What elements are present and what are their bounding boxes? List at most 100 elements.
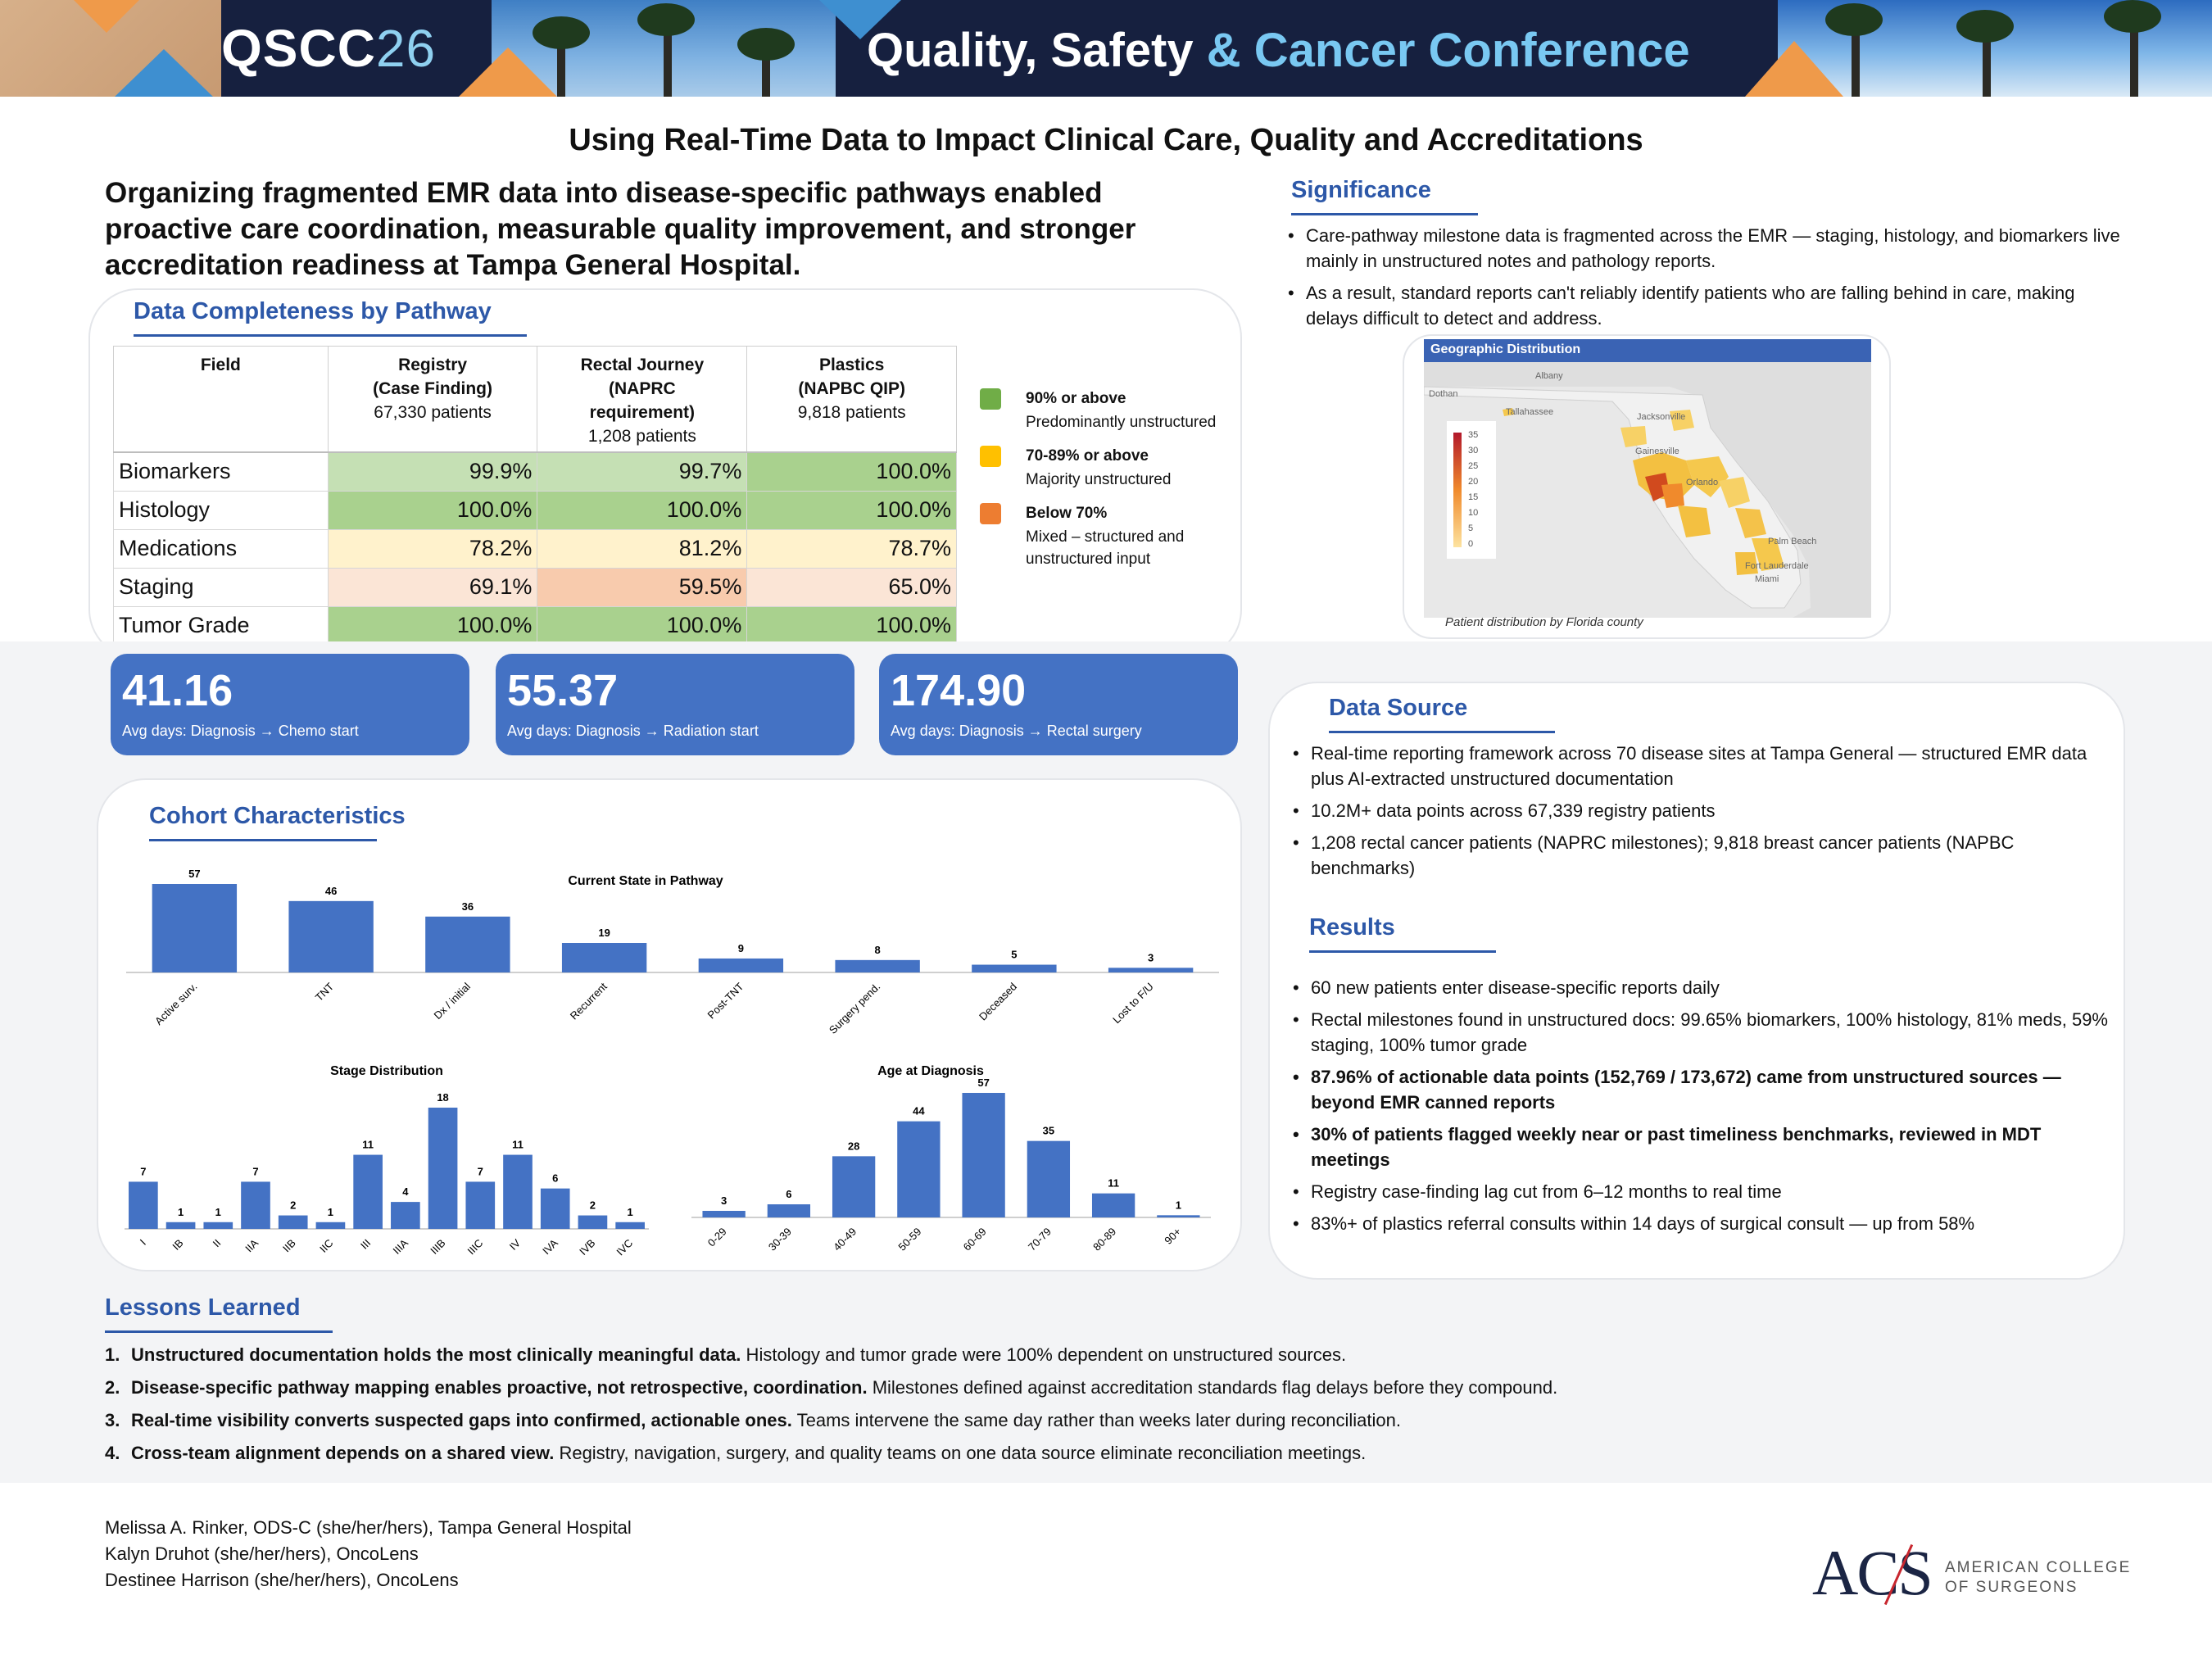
age-at-diagnosis-chart: Age at Diagnosis 3 0-29 6 30-39 28 40-49 44 50-5… <box>691 1064 1211 1253</box>
map-scale-label: 15 <box>1468 492 1478 502</box>
category-label: TNT <box>313 980 337 1004</box>
significance-heading: Significance <box>1291 177 1478 215</box>
map-title: Geographic Distribution <box>1424 339 1871 362</box>
bar-value-label: 19 <box>598 927 610 939</box>
category-label: IIA <box>243 1236 261 1254</box>
list-item: Registry case-finding lag cut from 6–12 … <box>1293 1179 2112 1204</box>
bar <box>353 1154 383 1229</box>
lesson-item: 3. Real-time visibility converts suspecte… <box>105 1404 1557 1437</box>
completeness-value-cell: 100.0% <box>327 490 538 530</box>
completeness-value-cell: 99.9% <box>327 451 538 492</box>
stage-distribution-chart: Stage Distribution7I1IB1II7IIA2IIB1IIC11… <box>125 1064 649 1258</box>
legend-swatch <box>980 446 1001 467</box>
bar-value-label: 11 <box>512 1139 524 1151</box>
bar <box>203 1222 233 1229</box>
bar <box>288 900 374 972</box>
kpi-tile-chemo: 41.16 Avg days: Diagnosis → Chemo start <box>111 654 469 755</box>
completeness-value-cell: 78.2% <box>327 528 538 569</box>
current-state-chart: Current State in Pathway 57 Active surv. 46… <box>126 868 1219 1036</box>
bar <box>767 1204 811 1217</box>
lead-statement: Organizing fragmented EMR data into dise… <box>105 177 1136 281</box>
bar <box>278 1215 308 1229</box>
bar <box>1091 1193 1135 1217</box>
banner-triangle <box>115 49 213 97</box>
category-label: Deceased <box>977 981 1019 1023</box>
lesson-item: 4. Cross-team alignment depends on a shar… <box>105 1437 1557 1470</box>
table-header-row: Field Registry (Case Finding) 67,330 patie… <box>113 346 957 453</box>
bar <box>897 1121 941 1217</box>
bar <box>702 1211 746 1217</box>
lesson-number: 4. <box>105 1443 120 1463</box>
field-name-cell: Tumor Grade <box>113 605 329 646</box>
map-city-label: Orlando <box>1686 478 1718 487</box>
bar-value-label: 57 <box>977 1077 989 1089</box>
bar <box>832 1156 876 1217</box>
lessons-heading: Lessons Learned <box>105 1294 333 1333</box>
lesson-number: 3. <box>105 1410 120 1430</box>
map-city-label: Palm Beach <box>1768 537 1816 546</box>
legend-label: 70-89% or above <box>1026 447 1149 465</box>
bar <box>503 1154 533 1229</box>
list-item: Care-pathway milestone data is fragmente… <box>1288 223 2132 274</box>
completeness-table: Field Registry (Case Finding) 67,330 patie… <box>113 346 957 646</box>
lesson-item: 1. Unstructured documentation holds the m… <box>105 1339 1557 1371</box>
bar-value-label: 6 <box>786 1188 791 1200</box>
list-item: 1,208 rectal cancer patients (NAPRC mile… <box>1293 830 2112 881</box>
chart-title: Current State in Pathway <box>568 874 723 888</box>
category-label: 60-69 <box>961 1226 989 1253</box>
list-item: 30% of patients flagged weekly near or p… <box>1293 1122 2112 1172</box>
lesson-number: 2. <box>105 1377 120 1398</box>
bar <box>698 958 784 972</box>
lesson-text: Teams intervene the same day rather than… <box>791 1410 1401 1430</box>
map-scale-label: 0 <box>1468 539 1473 549</box>
lesson-item: 2. Disease-specific pathway mapping enabl… <box>105 1371 1557 1404</box>
banner-sky-photo <box>1778 0 2212 97</box>
column-header: Registry (Case Finding) 67,330 patients <box>327 346 538 453</box>
bar <box>835 959 920 972</box>
bar-value-label: 7 <box>140 1165 146 1177</box>
data-source-list: Real-time reporting framework across 70 … <box>1293 741 2112 887</box>
category-label: Recurrent <box>568 980 610 1022</box>
legend-swatch <box>980 388 1001 410</box>
kpi-label: Avg days: Diagnosis → Rectal surgery <box>891 723 1142 739</box>
map-scale-label: 25 <box>1468 461 1478 471</box>
map-scale-label: 30 <box>1468 446 1478 456</box>
banner-triangle <box>819 0 901 39</box>
bar-value-label: 7 <box>478 1165 483 1177</box>
map-city-label: Gainesville <box>1635 446 1679 456</box>
completeness-value-cell: 100.0% <box>537 605 748 646</box>
completeness-value-cell: 65.0% <box>746 567 957 607</box>
kpi-label: Avg days: Diagnosis → Chemo start <box>122 723 359 739</box>
chart-title: Stage Distribution <box>330 1064 443 1078</box>
lesson-title: Unstructured documentation holds the mos… <box>131 1344 741 1365</box>
bar <box>315 1222 346 1229</box>
banner-triangle <box>74 0 139 33</box>
bar-value-label: 6 <box>552 1172 558 1185</box>
bar-value-label: 7 <box>252 1165 258 1177</box>
florida-map: 35 30 25 20 15 10 5 0 Dothan Albany Tallahassee Ja… <box>1424 362 1871 618</box>
field-name-cell: Medications <box>113 528 329 569</box>
table-row: Tumor Grade 100.0% 100.0% 100.0% <box>113 605 957 646</box>
category-label: Surgery pend. <box>827 981 882 1036</box>
lesson-title: Cross-team alignment depends on a shared… <box>131 1443 555 1463</box>
bar <box>152 884 238 972</box>
category-label: Lost to F/U <box>1110 981 1156 1027</box>
table-row: Medications 78.2% 81.2% 78.7% <box>113 528 957 569</box>
completeness-heading: Data Completeness by Pathway <box>134 298 527 337</box>
bar <box>1108 968 1194 972</box>
map-city-label: Albany <box>1535 371 1563 381</box>
bar <box>972 964 1057 972</box>
map-city-label: Tallahassee <box>1506 407 1553 417</box>
category-label: IIIC <box>465 1237 485 1258</box>
header-banner: QSCC26 Quality, Safety & Cancer Conferen… <box>0 0 2212 97</box>
bar-value-label: 8 <box>875 944 881 956</box>
column-header: Rectal Journey (NAPRC requirement) 1,208 … <box>537 346 748 453</box>
bar <box>391 1202 420 1229</box>
author-line: Destinee Harrison (she/her/hers), OncoLe… <box>105 1570 459 1590</box>
completeness-value-cell: 78.7% <box>746 528 957 569</box>
bar-value-label: 1 <box>1176 1199 1181 1211</box>
category-label: IB <box>170 1237 185 1253</box>
list-item: As a result, standard reports can't reli… <box>1288 280 2132 331</box>
category-label: Post-TNT <box>705 980 746 1021</box>
bar-value-label: 28 <box>848 1140 859 1152</box>
